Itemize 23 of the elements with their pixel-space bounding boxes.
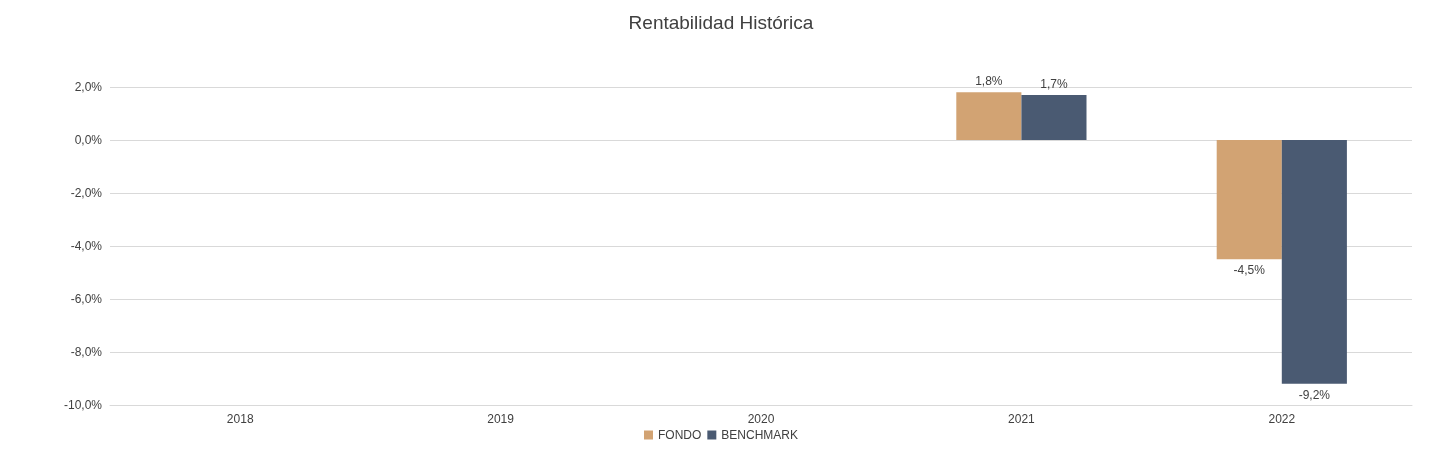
data-label: 1,8% xyxy=(975,74,1003,89)
y-tick-label: -8,0% xyxy=(70,345,103,359)
x-tick-label: 2020 xyxy=(747,412,775,426)
bar xyxy=(956,92,1022,140)
y-tick-label: -4,0% xyxy=(70,239,103,253)
y-tick-label: -2,0% xyxy=(70,186,103,200)
y-tick-label: -6,0% xyxy=(70,292,103,306)
legend-label: BENCHMARK xyxy=(721,428,799,442)
bar xyxy=(1281,140,1347,384)
x-tick-label: 2021 xyxy=(1008,412,1036,426)
x-tick-label: 2018 xyxy=(226,412,254,426)
legend-label: FONDO xyxy=(658,428,702,442)
chart-title: Rentabilidad Histórica xyxy=(628,12,814,33)
x-tick-label: 2019 xyxy=(487,412,515,426)
x-tick-label: 2022 xyxy=(1268,412,1296,426)
data-label: -9,2% xyxy=(1298,387,1331,402)
data-label: -4,5% xyxy=(1233,263,1266,278)
data-label: 1,7% xyxy=(1040,76,1068,91)
y-tick-label: 2,0% xyxy=(74,80,103,94)
bar xyxy=(1021,94,1087,140)
y-tick-label: -10,0% xyxy=(63,398,103,412)
y-tick-label: 0,0% xyxy=(74,133,103,147)
bar xyxy=(1216,140,1282,260)
